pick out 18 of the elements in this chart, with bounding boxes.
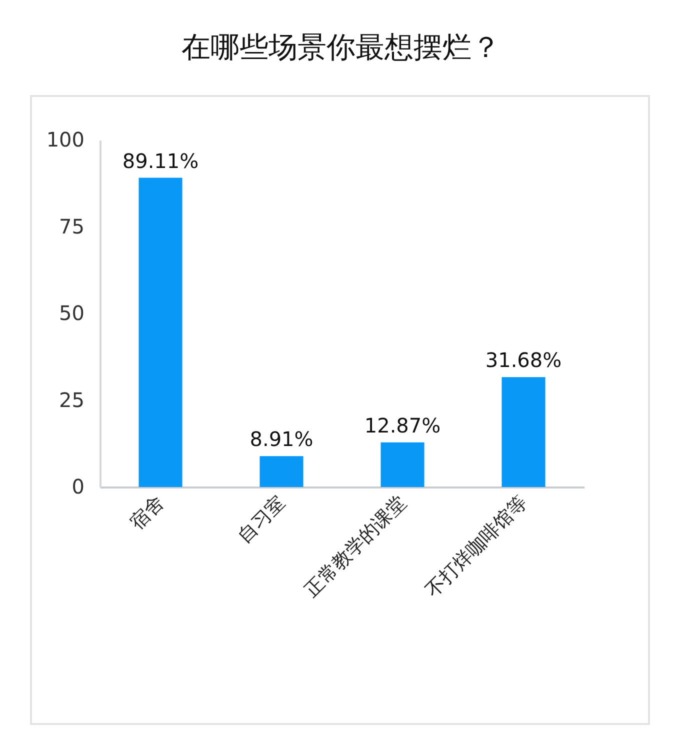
chart-title: 在哪些场景你最想摆烂？ [180,29,502,66]
x-tick-label: 不打烊咖啡馆等 [422,492,532,602]
bar [138,178,182,487]
x-tick-label: 自习室 [233,492,290,548]
bar [260,456,304,487]
data-label: 8.91% [250,427,314,452]
data-label: 31.68% [485,348,562,372]
y-tick-label: 100 [46,128,84,152]
data-label: 12.87% [364,413,441,438]
y-tick-label: 0 [72,474,84,498]
y-tick-label: 25 [59,388,84,412]
bar [380,442,424,487]
data-label: 89.11% [122,148,199,173]
y-tick-label: 50 [59,301,84,325]
x-tick-label: 正常教学的课堂 [300,492,410,602]
x-tick-label: 宿舍 [126,492,168,534]
y-tick-label: 75 [59,214,84,238]
bar [502,377,546,487]
